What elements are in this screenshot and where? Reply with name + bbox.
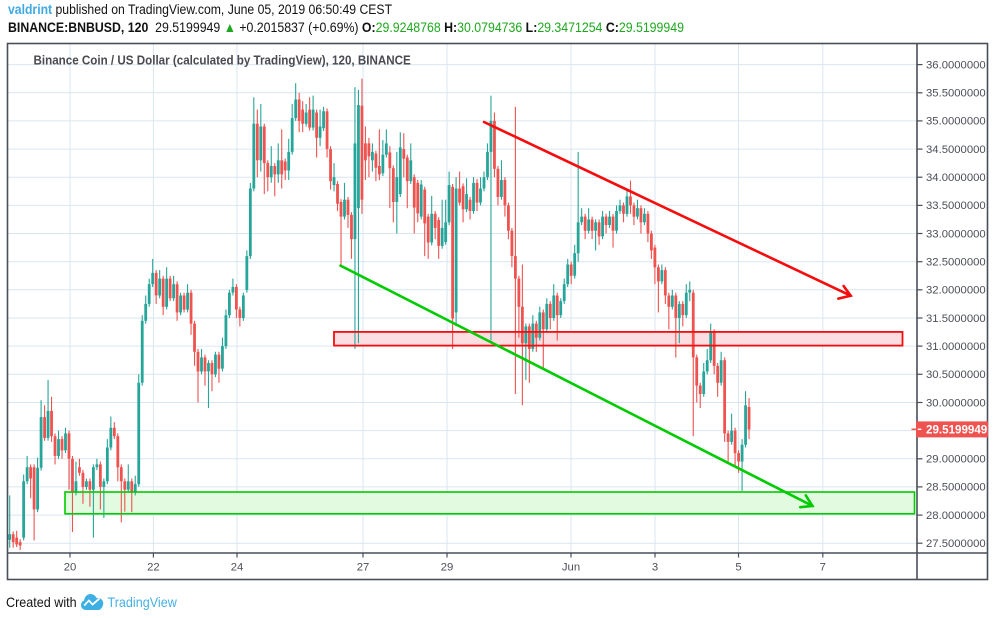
svg-text:27: 27 bbox=[357, 562, 370, 574]
svg-text:33.5000000: 33.5000000 bbox=[926, 200, 986, 212]
svg-text:24: 24 bbox=[231, 562, 244, 574]
svg-text:32.0000000: 32.0000000 bbox=[926, 285, 986, 297]
svg-text:32.5000000: 32.5000000 bbox=[926, 257, 986, 269]
svg-text:30.0000000: 30.0000000 bbox=[926, 397, 986, 409]
svg-text:Jun: Jun bbox=[562, 562, 580, 574]
svg-text:30.5000000: 30.5000000 bbox=[926, 369, 986, 381]
svg-text:28.5000000: 28.5000000 bbox=[926, 482, 986, 494]
svg-text:29: 29 bbox=[441, 562, 454, 574]
svg-text:29.5199949: 29.5199949 bbox=[926, 424, 988, 437]
svg-text:34.0000000: 34.0000000 bbox=[926, 172, 986, 184]
svg-text:Binance Coin / US Dollar (calc: Binance Coin / US Dollar (calculated by … bbox=[34, 53, 411, 68]
svg-text:31.5000000: 31.5000000 bbox=[926, 313, 986, 325]
svg-text:5: 5 bbox=[735, 562, 741, 574]
svg-text:20: 20 bbox=[64, 562, 77, 574]
svg-text:22: 22 bbox=[147, 562, 160, 574]
svg-text:35.5000000: 35.5000000 bbox=[926, 88, 986, 100]
svg-text:3: 3 bbox=[652, 562, 658, 574]
svg-text:7: 7 bbox=[820, 562, 826, 574]
svg-text:36.0000000: 36.0000000 bbox=[926, 59, 986, 71]
svg-text:33.0000000: 33.0000000 bbox=[926, 228, 986, 240]
svg-text:29.0000000: 29.0000000 bbox=[926, 454, 986, 466]
svg-text:34.5000000: 34.5000000 bbox=[926, 144, 986, 156]
svg-text:35.0000000: 35.0000000 bbox=[926, 116, 986, 128]
svg-text:31.0000000: 31.0000000 bbox=[926, 341, 986, 353]
svg-text:27.5000000: 27.5000000 bbox=[926, 538, 986, 550]
svg-text:28.0000000: 28.0000000 bbox=[926, 510, 986, 522]
